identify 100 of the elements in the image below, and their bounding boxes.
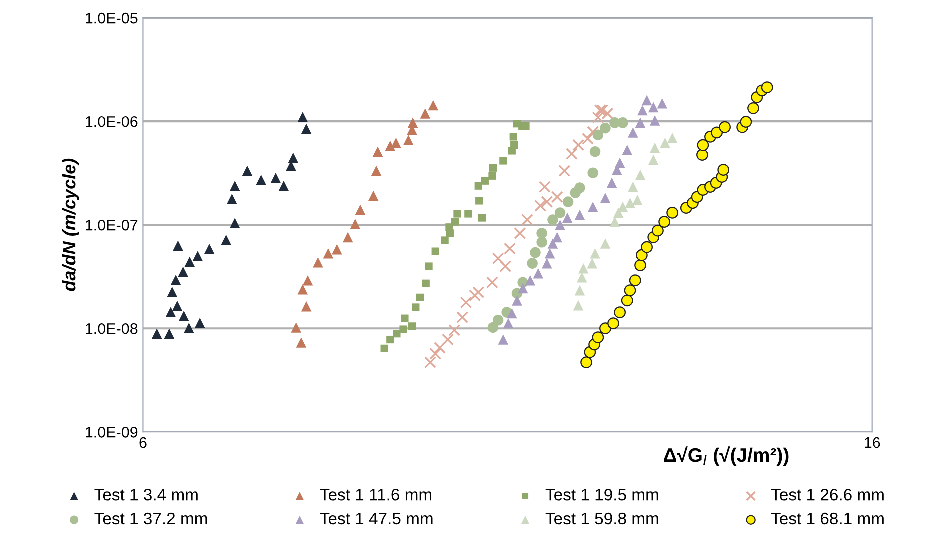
point	[510, 141, 518, 150]
point	[588, 168, 598, 178]
point	[298, 112, 308, 122]
point	[548, 214, 558, 226]
point	[164, 328, 175, 339]
point	[697, 139, 710, 152]
point	[170, 274, 182, 286]
y-axis-title: da/dN (m/cycle)	[62, 158, 80, 292]
point	[503, 318, 514, 329]
point	[628, 128, 638, 138]
point	[536, 237, 548, 248]
point	[580, 356, 592, 368]
point	[657, 98, 668, 109]
point	[592, 332, 604, 344]
point	[424, 356, 436, 369]
point	[408, 322, 416, 330]
point	[552, 232, 563, 243]
point	[400, 326, 408, 334]
point	[230, 180, 240, 192]
point	[492, 315, 504, 326]
point	[474, 182, 482, 190]
point	[368, 190, 379, 202]
point	[350, 219, 361, 230]
legend-label: Test 1 19.5 mm	[546, 488, 658, 501]
point	[492, 252, 504, 265]
point	[582, 132, 594, 145]
point	[441, 236, 449, 244]
point	[227, 194, 238, 204]
point	[332, 244, 342, 255]
point	[242, 166, 253, 176]
point	[587, 258, 598, 269]
point	[386, 336, 394, 344]
y-tick-label: 1.0E-06	[86, 116, 138, 128]
point	[618, 118, 628, 128]
point	[478, 214, 486, 222]
point	[527, 258, 538, 269]
point	[578, 263, 589, 274]
point	[401, 314, 409, 322]
point	[608, 318, 620, 330]
point	[614, 158, 626, 168]
point	[588, 202, 598, 212]
legend-label: Test 1 11.6 mm	[320, 488, 432, 501]
point	[420, 108, 431, 119]
point	[192, 251, 204, 262]
point	[481, 177, 489, 185]
point	[472, 286, 485, 299]
point	[513, 120, 522, 128]
point	[635, 170, 646, 180]
point	[270, 173, 282, 184]
point	[521, 214, 534, 226]
point	[544, 248, 556, 259]
point	[408, 118, 418, 128]
point	[638, 105, 648, 116]
x-axis-title: Δ√G$_{I}$ (√(J/m²))	[664, 446, 789, 466]
point	[385, 140, 396, 152]
point	[658, 216, 670, 228]
point	[301, 124, 312, 134]
point	[500, 260, 512, 272]
point	[572, 139, 584, 152]
point	[302, 275, 314, 286]
point	[355, 204, 366, 216]
point	[554, 208, 566, 218]
point	[166, 307, 176, 318]
point	[562, 212, 573, 224]
point	[530, 247, 541, 258]
y-tick-label: 1.0E-07	[86, 220, 138, 231]
y-tick-label: 1.0E-08	[86, 323, 138, 334]
point	[301, 301, 312, 312]
point	[574, 210, 586, 220]
point	[542, 258, 552, 269]
point	[446, 224, 454, 232]
point	[178, 310, 190, 322]
legend-label: Test 1 3.4 mm	[94, 488, 198, 501]
point	[566, 148, 578, 160]
point	[577, 272, 588, 283]
point	[634, 260, 646, 272]
point	[460, 296, 472, 309]
point	[555, 220, 566, 230]
point	[313, 257, 324, 268]
point	[194, 318, 206, 328]
point	[614, 306, 626, 318]
point	[636, 249, 648, 262]
point	[621, 294, 634, 307]
point	[430, 348, 442, 360]
point	[602, 108, 614, 120]
point	[536, 228, 548, 239]
point	[541, 196, 554, 208]
x-tick-label: 16	[865, 437, 880, 448]
point	[548, 238, 558, 249]
point	[512, 296, 522, 306]
point	[371, 166, 382, 176]
point	[507, 308, 518, 319]
point	[204, 244, 215, 254]
legend-label: Test 1 68.1 mm	[771, 512, 884, 525]
point	[422, 280, 430, 288]
point	[533, 268, 544, 279]
point	[425, 262, 433, 270]
point	[342, 232, 354, 243]
point	[296, 338, 307, 348]
point	[489, 164, 497, 172]
